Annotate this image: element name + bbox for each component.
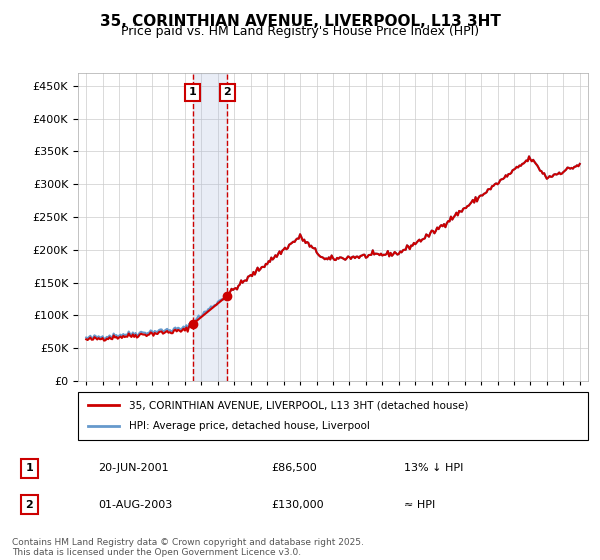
Text: 35, CORINTHIAN AVENUE, LIVERPOOL, L13 3HT: 35, CORINTHIAN AVENUE, LIVERPOOL, L13 3H…: [100, 14, 500, 29]
Text: 13% ↓ HPI: 13% ↓ HPI: [404, 463, 463, 473]
Text: 2: 2: [224, 87, 231, 97]
Text: 01-AUG-2003: 01-AUG-2003: [98, 500, 173, 510]
Text: £130,000: £130,000: [271, 500, 324, 510]
Text: 20-JUN-2001: 20-JUN-2001: [98, 463, 169, 473]
Text: 2: 2: [25, 500, 33, 510]
Text: 35, CORINTHIAN AVENUE, LIVERPOOL, L13 3HT (detached house): 35, CORINTHIAN AVENUE, LIVERPOOL, L13 3H…: [129, 400, 469, 410]
Text: HPI: Average price, detached house, Liverpool: HPI: Average price, detached house, Live…: [129, 421, 370, 431]
Text: ≈ HPI: ≈ HPI: [404, 500, 435, 510]
Text: Contains HM Land Registry data © Crown copyright and database right 2025.
This d: Contains HM Land Registry data © Crown c…: [12, 538, 364, 557]
FancyBboxPatch shape: [78, 392, 588, 440]
Text: Price paid vs. HM Land Registry's House Price Index (HPI): Price paid vs. HM Land Registry's House …: [121, 25, 479, 38]
Text: 1: 1: [25, 463, 33, 473]
Bar: [193, 73, 227, 381]
Text: £86,500: £86,500: [271, 463, 317, 473]
Text: 1: 1: [189, 87, 197, 97]
